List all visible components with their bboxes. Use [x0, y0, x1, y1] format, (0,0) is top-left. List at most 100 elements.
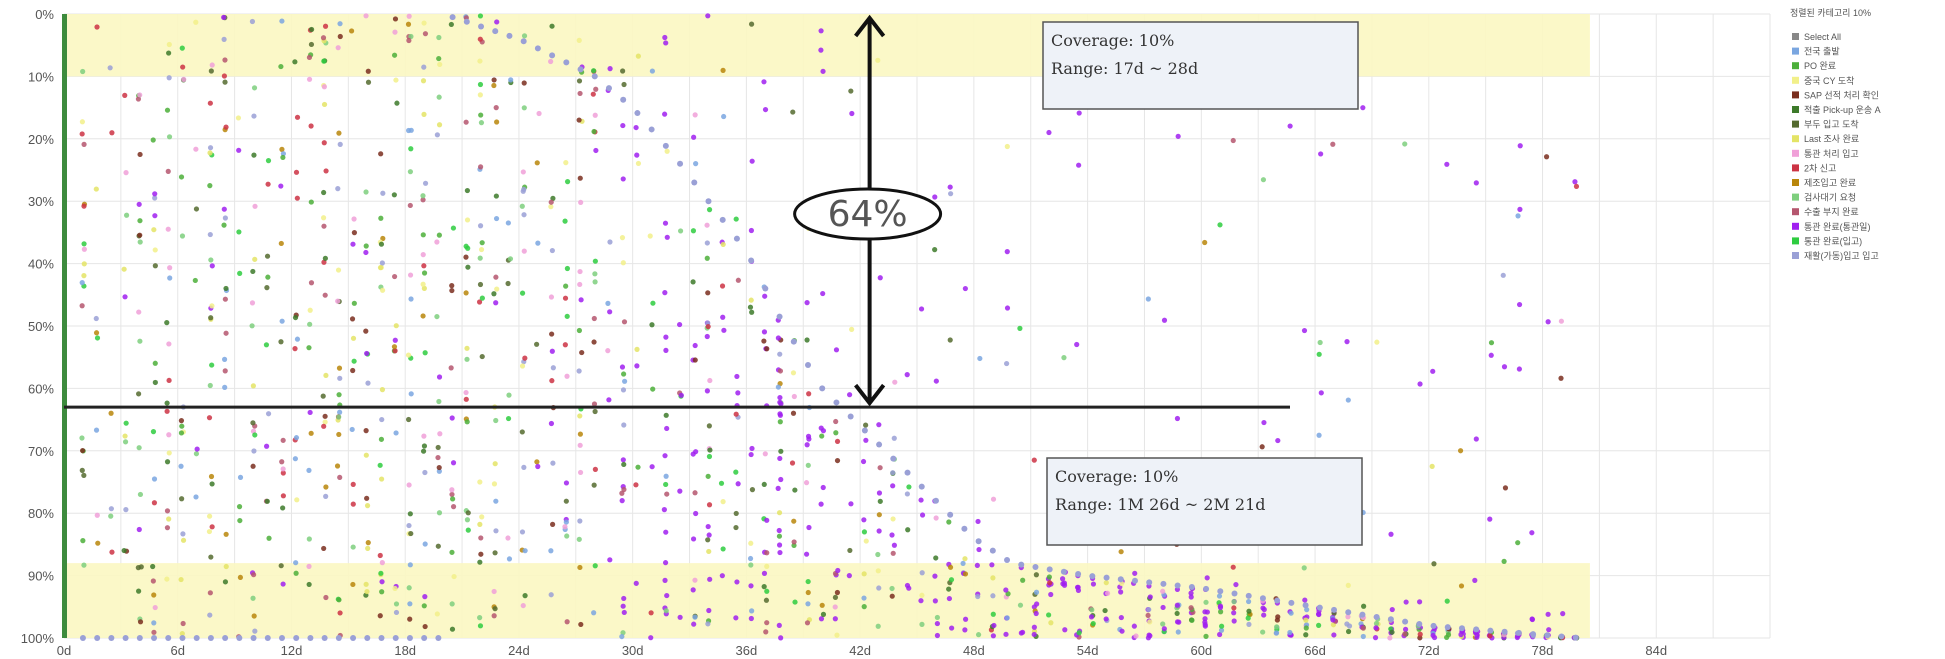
legend-title: 정렬된 카테고리 10% [1790, 7, 1871, 18]
data-point [477, 13, 484, 19]
data-point [1402, 626, 1409, 632]
data-point [1004, 143, 1010, 150]
data-point [1119, 628, 1125, 634]
data-point [449, 549, 455, 555]
x-tick-label: 48d [963, 643, 985, 658]
data-point [166, 516, 172, 522]
data-point [619, 498, 625, 504]
data-point [663, 608, 669, 614]
data-point [93, 186, 99, 192]
x-tick-label: 60d [1190, 643, 1212, 658]
data-point [692, 577, 698, 583]
data-point-front [1558, 633, 1565, 640]
data-point [365, 540, 371, 546]
data-point [1203, 599, 1209, 605]
data-point [408, 33, 414, 40]
data-point [1245, 598, 1252, 605]
data-point [806, 391, 812, 397]
data-point [748, 583, 754, 589]
data-point [193, 494, 199, 500]
data-point [691, 621, 697, 627]
data-point [977, 355, 983, 362]
data-point [678, 392, 684, 398]
data-point [761, 481, 767, 488]
data-point-front [904, 469, 911, 476]
data-point [778, 476, 784, 483]
data-point [946, 586, 952, 592]
data-point [621, 81, 627, 88]
data-point [634, 346, 640, 352]
data-point [663, 412, 669, 418]
data-point [250, 383, 256, 389]
data-point [590, 91, 596, 97]
data-point [477, 58, 483, 64]
data-point [363, 328, 369, 334]
data-point [494, 119, 500, 125]
data-point [194, 446, 200, 452]
data-point [805, 589, 811, 596]
data-point [1102, 607, 1108, 614]
data-point [307, 307, 313, 313]
data-point-front [1373, 613, 1380, 620]
data-point [990, 611, 996, 617]
data-point [81, 141, 87, 147]
data-point [933, 555, 939, 561]
data-point [619, 235, 626, 241]
data-point [363, 581, 369, 587]
data-point [804, 442, 810, 448]
data-point [407, 511, 413, 517]
data-point [505, 535, 511, 541]
data-point [591, 401, 598, 407]
data-point [576, 37, 582, 43]
data-point [1417, 631, 1423, 637]
data-point [1004, 249, 1010, 255]
data-point-front [620, 96, 627, 103]
data-point [735, 277, 741, 283]
data-point [209, 263, 215, 269]
data-point-front [1032, 564, 1039, 571]
data-point [436, 55, 442, 62]
data-point [592, 112, 598, 118]
data-point [761, 329, 768, 335]
data-point [237, 270, 243, 276]
data-point [1146, 632, 1152, 638]
data-point [293, 560, 299, 566]
data-point [1161, 626, 1167, 632]
data-point [591, 610, 597, 616]
data-point [719, 283, 726, 289]
data-point-front [463, 18, 470, 25]
data-point [463, 119, 469, 125]
data-point [81, 562, 87, 568]
data-point [451, 573, 457, 580]
data-point-front [236, 635, 243, 641]
data-point [209, 62, 215, 68]
data-point [463, 243, 469, 249]
x-tick-label: 0d [57, 643, 71, 658]
data-point [152, 213, 158, 219]
data-point [221, 222, 227, 228]
data-point [335, 186, 341, 192]
data-point [207, 100, 213, 106]
data-point [378, 436, 385, 442]
data-point [164, 107, 171, 113]
data-point [1488, 340, 1495, 346]
data-point [292, 59, 298, 65]
x-tick-label: 42d [849, 643, 871, 658]
data-point [109, 549, 115, 555]
data-point [578, 621, 584, 628]
legend-item: 2차 신고 [1804, 162, 1836, 173]
data-point-front [534, 45, 541, 52]
data-point [477, 479, 483, 485]
data-point-front [677, 160, 684, 167]
data-point [336, 597, 342, 603]
legend-swatch [1792, 252, 1799, 259]
data-point [1233, 581, 1239, 588]
data-point [152, 604, 158, 611]
data-point [107, 65, 113, 71]
data-point [861, 604, 867, 610]
data-point [449, 601, 455, 607]
data-point [1345, 397, 1351, 403]
data-point [1004, 360, 1010, 367]
data-point [621, 371, 627, 377]
